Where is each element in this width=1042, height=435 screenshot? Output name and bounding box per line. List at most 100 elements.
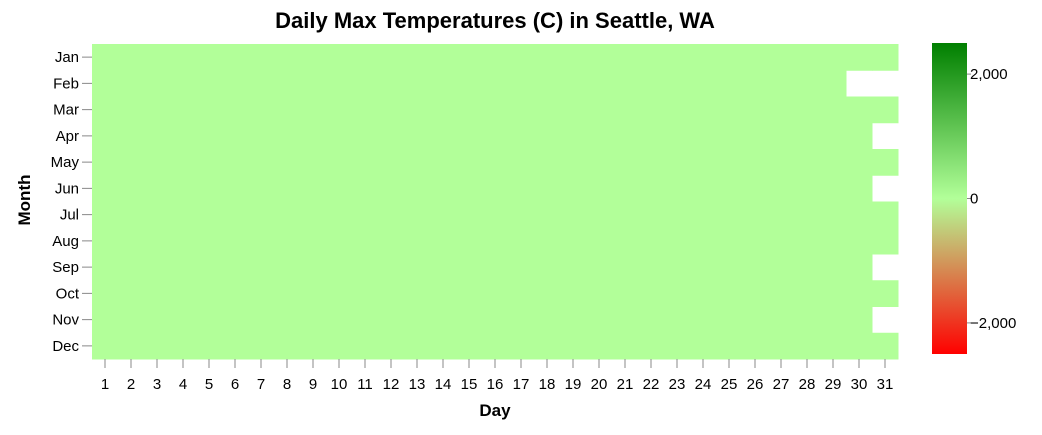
heatmap-cell [144,306,171,334]
heatmap-cell [768,122,795,150]
x-tick-label: 27 [773,376,790,393]
heatmap-cell [872,44,899,71]
heatmap-cell [456,201,483,229]
heatmap-cell [170,227,197,255]
heatmap-cell [196,332,223,360]
heatmap-cell [300,122,327,150]
heatmap-cell [482,122,509,150]
heatmap-cell [300,201,327,229]
heatmap-cell [170,201,197,229]
heatmap-cell [638,332,665,360]
heatmap-cell [534,96,561,124]
x-tick-label: 12 [383,376,400,393]
x-tick-label: 31 [877,376,894,393]
heatmap-cell [92,306,119,334]
heatmap-cell [508,332,535,360]
heatmap-cell [612,149,639,176]
x-tick-label: 16 [487,376,504,393]
heatmap-cell [248,96,275,124]
heatmap-cell [92,96,119,124]
heatmap-cell [690,175,717,202]
heatmap-cell [326,122,353,150]
heatmap-cell [742,175,769,202]
heatmap-cell [716,201,743,229]
heatmap-cell [586,227,613,255]
heatmap-cell [716,306,743,334]
y-tick-label: Jun [55,180,79,197]
heatmap-cell [118,149,145,176]
heatmap-cell [664,227,691,255]
heatmap-cell [196,122,223,150]
x-tick-label: 19 [565,376,582,393]
heatmap-cell [846,149,873,176]
heatmap-cell [794,227,821,255]
heatmap-cell [742,44,769,71]
heatmap-cell [768,44,795,71]
heatmap-cell [742,149,769,176]
heatmap-cell [742,227,769,255]
heatmap-cell [300,70,327,97]
heatmap-cell [508,44,535,71]
heatmap-cell [690,280,717,307]
x-tick-label: 30 [851,376,868,393]
heatmap-cell [664,44,691,71]
heatmap-cell [508,254,535,281]
heatmap-cell [820,149,847,176]
heatmap-cell [274,306,301,334]
heatmap-cell [352,254,379,281]
heatmap-cell [326,332,353,360]
heatmap-cell [482,96,509,124]
heatmap-cell [690,149,717,176]
heatmap-cell [768,227,795,255]
y-axis-title: Month [15,175,34,226]
heatmap-cell [820,332,847,360]
heatmap-cell [404,70,431,97]
heatmap-cell [846,254,873,281]
heatmap-cell [300,254,327,281]
heatmap-cell [378,306,405,334]
heatmap-cell [508,122,535,150]
heatmap-cell [534,149,561,176]
heatmap-cell [248,306,275,334]
heatmap-cell [92,227,119,255]
x-tick-label: 8 [283,376,291,393]
heatmap-cell [768,201,795,229]
heatmap-cell [560,175,587,202]
heatmap-cell [716,280,743,307]
heatmap-cell [274,201,301,229]
heatmap-cell [768,332,795,360]
heatmap-cell [586,280,613,307]
heatmap-cell [742,306,769,334]
y-tick-label: Jul [60,207,79,224]
heatmap-cell [118,44,145,71]
heatmap-cell [352,149,379,176]
heatmap-cell [612,280,639,307]
heatmap-cell [378,201,405,229]
heatmap-cell [352,201,379,229]
heatmap-cell [378,175,405,202]
heatmap-cell [430,227,457,255]
heatmap-cell [326,44,353,71]
x-tick-label: 20 [591,376,608,393]
heatmap-cell [846,227,873,255]
heatmap-cell [170,44,197,71]
heatmap-cell [248,122,275,150]
heatmap-cell [352,227,379,255]
heatmap-cell [534,254,561,281]
heatmap-cell [820,280,847,307]
heatmap-cell [794,122,821,150]
heatmap-cell [612,201,639,229]
x-tick-label: 21 [617,376,634,393]
heatmap-cell [508,201,535,229]
heatmap-cell [534,70,561,97]
heatmap-cell [664,96,691,124]
heatmap-cell [534,44,561,71]
heatmap-cell [820,227,847,255]
heatmap-cell [586,254,613,281]
heatmap-cell [560,70,587,97]
heatmap-cell [638,254,665,281]
heatmap-cell [248,254,275,281]
heatmap-cell [638,44,665,71]
heatmap-cell [456,280,483,307]
heatmap-cell [508,227,535,255]
